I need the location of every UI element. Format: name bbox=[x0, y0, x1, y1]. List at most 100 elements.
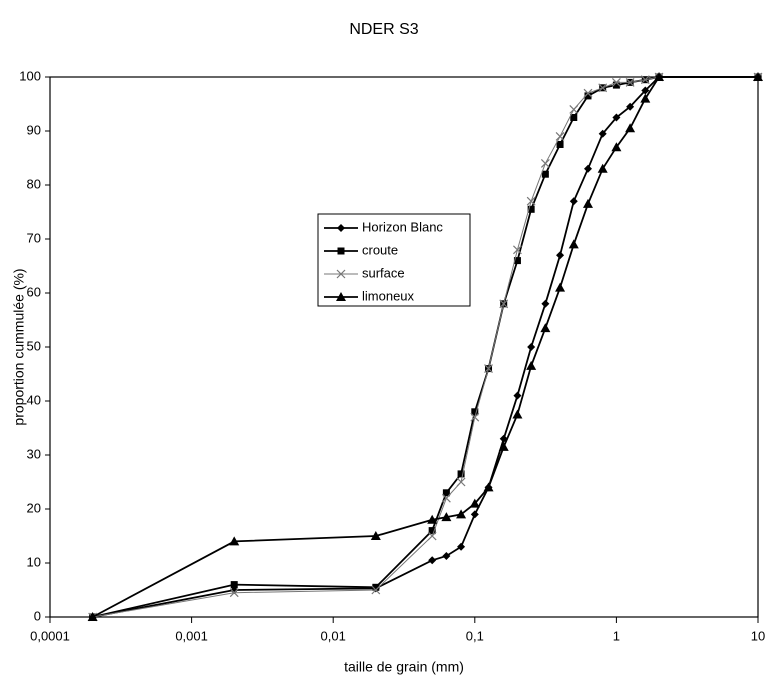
marker bbox=[442, 551, 451, 560]
marker bbox=[336, 292, 346, 301]
series-line bbox=[92, 76, 758, 618]
x-tick-label: 0,0001 bbox=[30, 628, 70, 643]
x-axis-title: taille de grain (mm) bbox=[344, 659, 464, 675]
y-tick-label: 30 bbox=[27, 446, 41, 461]
marker bbox=[598, 129, 607, 138]
marker bbox=[470, 412, 480, 422]
marker bbox=[484, 364, 493, 374]
marker bbox=[87, 612, 98, 621]
series-line bbox=[92, 76, 758, 618]
marker bbox=[371, 585, 381, 595]
plot-frame bbox=[49, 76, 759, 618]
marker bbox=[526, 360, 537, 370]
y-tick-label: 40 bbox=[27, 392, 41, 407]
marker bbox=[337, 247, 345, 255]
x-tick-label: 0,1 bbox=[466, 628, 484, 643]
marker bbox=[372, 583, 380, 591]
marker bbox=[640, 75, 650, 85]
marker bbox=[441, 512, 452, 522]
marker bbox=[626, 102, 635, 111]
marker bbox=[499, 299, 509, 309]
legend-label: croute bbox=[362, 242, 398, 257]
marker bbox=[569, 104, 579, 114]
legend-label: limoneux bbox=[362, 288, 415, 303]
marker bbox=[625, 123, 636, 133]
marker bbox=[598, 83, 608, 93]
y-axis-title: proportion cummulée (%) bbox=[11, 268, 27, 425]
marker bbox=[456, 509, 467, 519]
x-tick-label: 1 bbox=[613, 628, 620, 643]
series-line bbox=[92, 76, 758, 618]
marker bbox=[427, 531, 437, 541]
marker bbox=[570, 114, 578, 121]
marker bbox=[229, 536, 240, 546]
y-tick-label: 20 bbox=[27, 500, 41, 515]
marker bbox=[611, 142, 622, 152]
marker bbox=[471, 408, 479, 416]
series-line bbox=[92, 76, 758, 618]
marker bbox=[540, 158, 550, 168]
marker bbox=[584, 92, 592, 100]
marker bbox=[230, 581, 238, 589]
marker bbox=[370, 531, 381, 540]
legend-label: surface bbox=[362, 265, 405, 280]
y-tick-label: 70 bbox=[27, 230, 41, 245]
y-tick-label: 10 bbox=[27, 554, 41, 569]
marker bbox=[457, 470, 465, 478]
y-tick-label: 60 bbox=[27, 284, 41, 299]
x-tick-label: 10 bbox=[751, 628, 765, 643]
marker bbox=[556, 141, 564, 148]
marker bbox=[556, 251, 565, 260]
marker bbox=[568, 239, 579, 249]
marker bbox=[582, 198, 593, 208]
marker bbox=[555, 131, 565, 141]
marker bbox=[513, 245, 522, 255]
marker bbox=[583, 164, 592, 173]
marker bbox=[512, 409, 523, 419]
marker bbox=[483, 482, 494, 492]
chart-title: NDER S3 bbox=[349, 21, 418, 38]
marker bbox=[640, 93, 651, 103]
y-tick-label: 50 bbox=[27, 338, 41, 353]
marker bbox=[469, 498, 480, 508]
marker bbox=[442, 489, 450, 497]
marker bbox=[337, 224, 345, 232]
marker bbox=[428, 527, 436, 535]
marker bbox=[470, 510, 479, 519]
marker bbox=[498, 441, 509, 451]
marker bbox=[457, 542, 466, 551]
marker bbox=[611, 77, 621, 87]
marker bbox=[555, 282, 566, 292]
marker bbox=[654, 72, 665, 81]
marker bbox=[527, 343, 536, 351]
y-tick-label: 0 bbox=[34, 608, 41, 623]
marker bbox=[428, 556, 437, 565]
marker bbox=[441, 493, 451, 503]
marker bbox=[625, 77, 635, 87]
marker bbox=[513, 257, 521, 265]
y-tick-label: 100 bbox=[19, 68, 41, 83]
marker bbox=[527, 205, 535, 213]
marker bbox=[753, 72, 763, 81]
marker bbox=[526, 196, 536, 206]
legend-label: Horizon Blanc bbox=[362, 219, 443, 234]
marker bbox=[336, 269, 346, 279]
marker bbox=[456, 477, 466, 487]
marker bbox=[612, 113, 621, 122]
x-tick-label: 0,01 bbox=[321, 628, 346, 643]
y-tick-label: 90 bbox=[27, 122, 41, 137]
y-tick-label: 80 bbox=[27, 176, 41, 191]
marker bbox=[541, 170, 549, 178]
marker bbox=[583, 88, 593, 98]
marker bbox=[540, 323, 551, 333]
marker bbox=[513, 391, 522, 400]
marker bbox=[612, 81, 620, 89]
marker bbox=[229, 588, 239, 598]
marker bbox=[569, 197, 578, 206]
marker bbox=[641, 86, 650, 95]
marker bbox=[541, 299, 550, 308]
marker bbox=[427, 514, 438, 524]
marker bbox=[597, 163, 608, 173]
x-tick-label: 0,001 bbox=[175, 628, 208, 643]
